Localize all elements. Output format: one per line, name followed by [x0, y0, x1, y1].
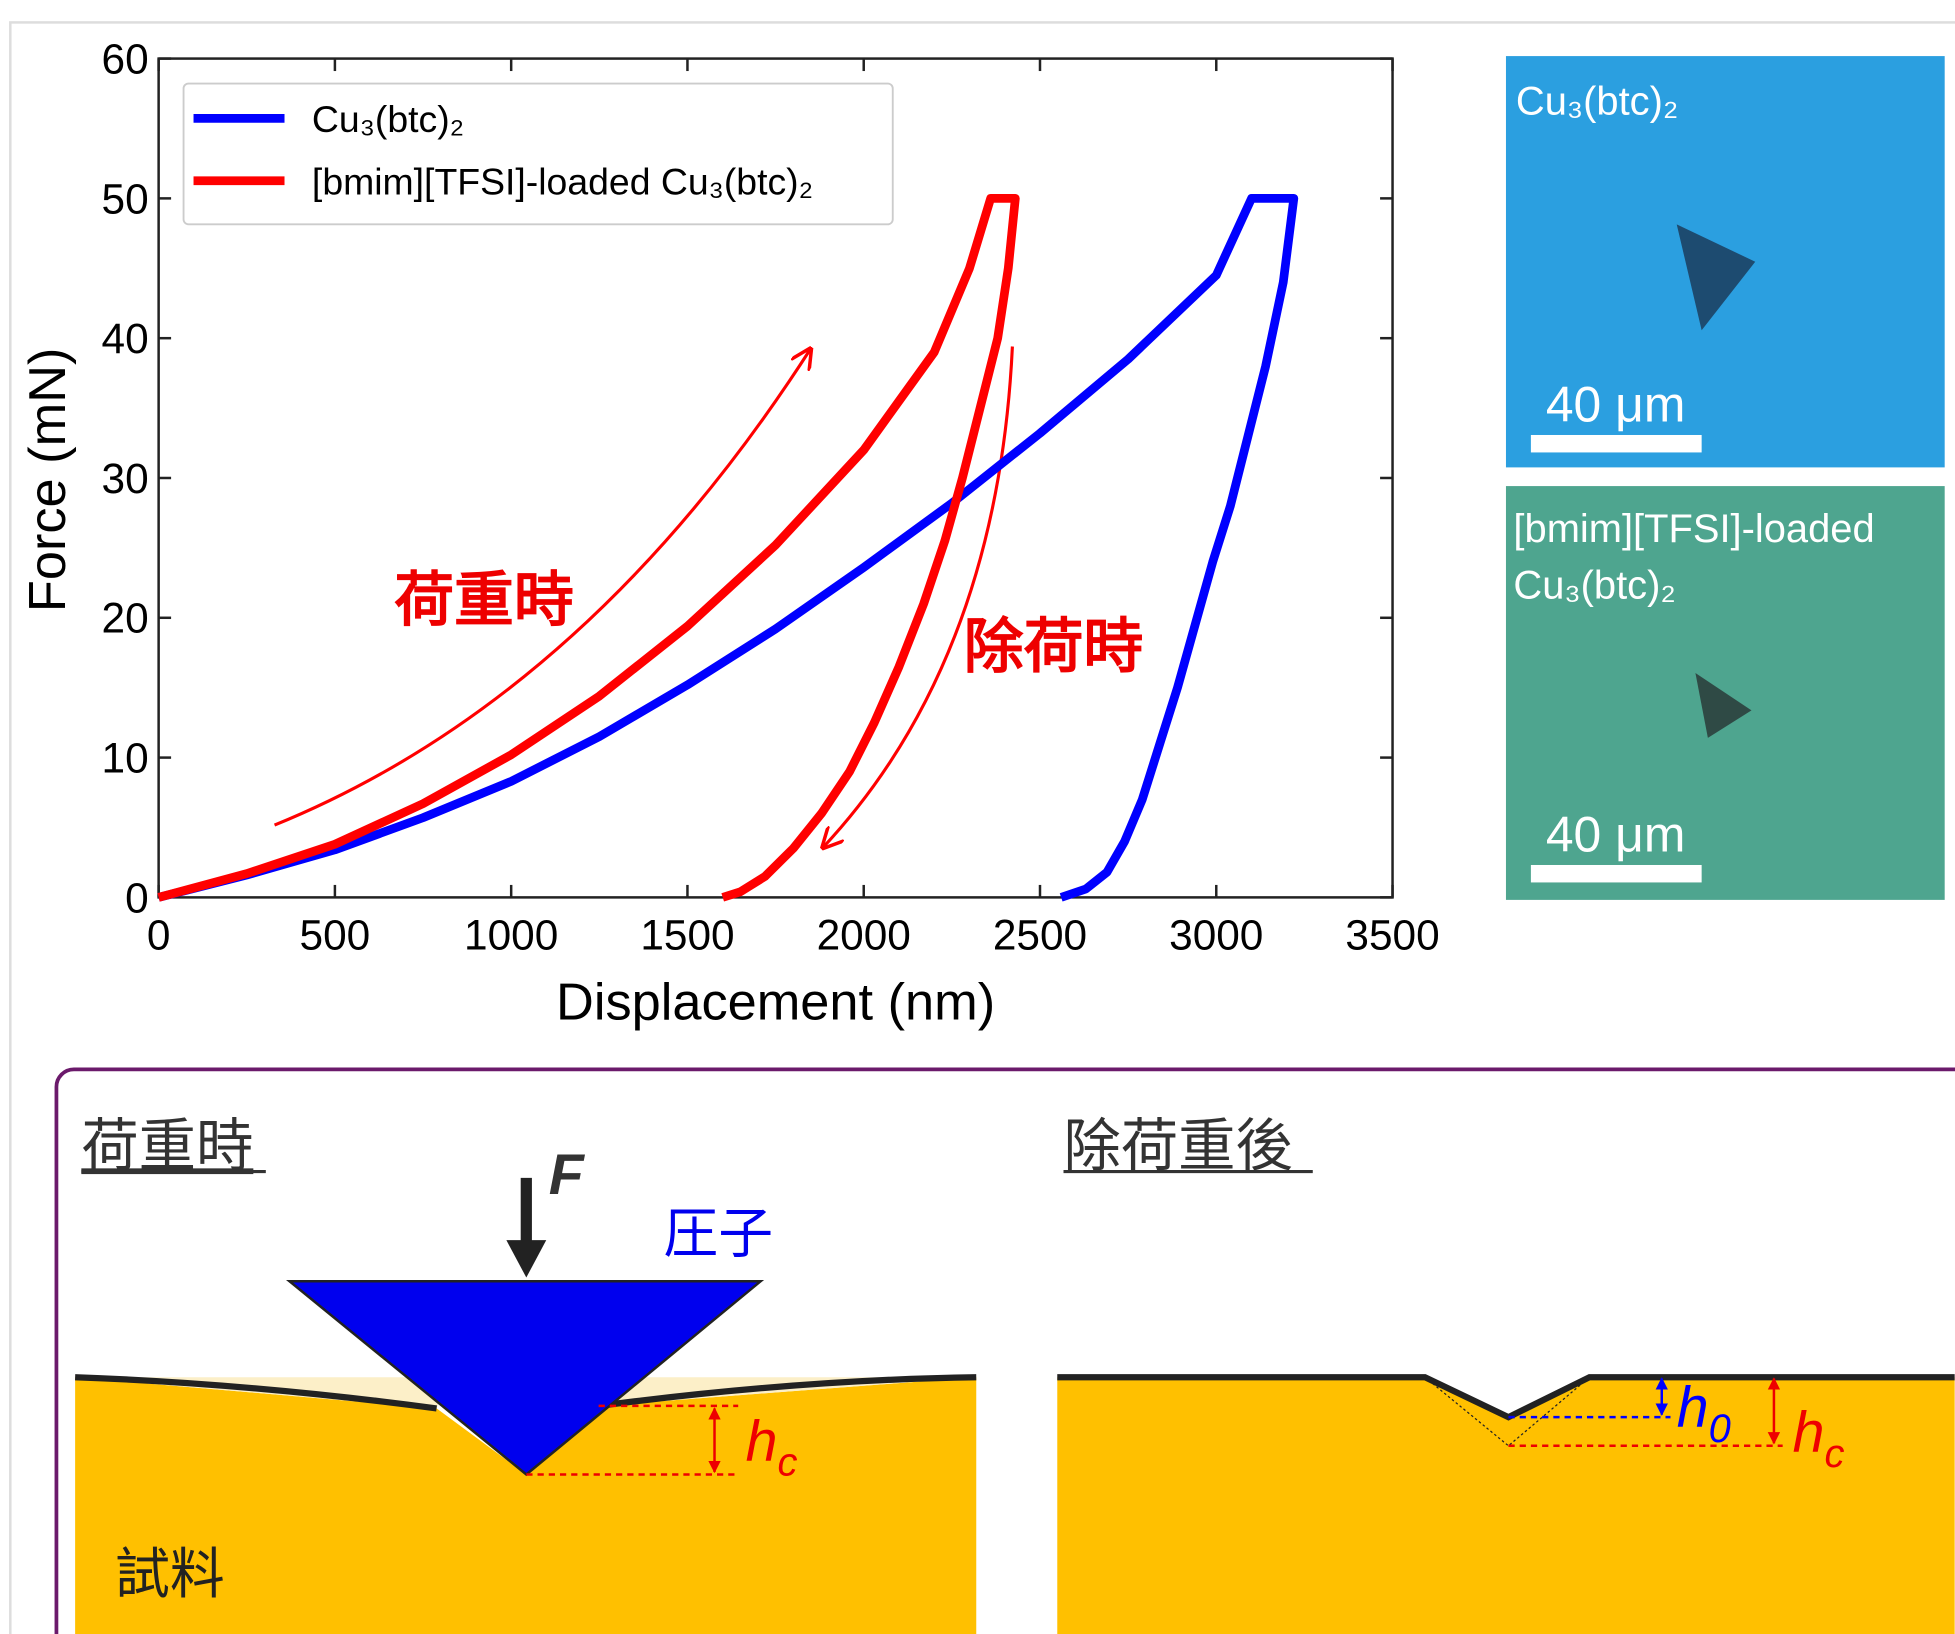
y-tick-label: 20	[102, 595, 149, 642]
scale-bar	[1531, 865, 1702, 882]
x-tick-label: 500	[300, 912, 371, 959]
h0-symbol: h	[1677, 1376, 1709, 1440]
y-tick-label: 40	[102, 315, 149, 362]
sample-label: 試料	[115, 1543, 225, 1605]
y-tick-label: 0	[125, 874, 149, 921]
legend-label: [bmim][TFSI]-loaded Cu₃(btc)₂	[312, 160, 813, 202]
x-tick-label: 1000	[464, 912, 558, 959]
legend-box	[184, 84, 893, 225]
diagram-title: 荷重時	[81, 1114, 253, 1178]
x-tick-label: 0	[147, 912, 171, 959]
micrograph-label: Cu₃(btc)₂	[1516, 80, 1678, 124]
x-tick-label: 3000	[1169, 912, 1263, 959]
x-tick-label: 2500	[993, 912, 1087, 959]
page: {"chart_data": {"type": "line", "x_label…	[0, 0, 1955, 1634]
hc-subscript: c	[778, 1441, 798, 1485]
force-label: F	[549, 1143, 586, 1207]
y-axis-label: Force (mN)	[19, 348, 77, 613]
scale-bar	[1531, 435, 1702, 452]
micrograph-label: Cu₃(btc)₂	[1513, 563, 1675, 607]
h0-subscript: 0	[1709, 1407, 1731, 1451]
x-tick-label: 3500	[1345, 912, 1439, 959]
scale-bar-label: 40 μm	[1546, 376, 1686, 432]
hc-symbol: h	[1793, 1401, 1825, 1465]
hc-subscript: c	[1825, 1432, 1845, 1476]
x-axis-label: Displacement (nm)	[556, 974, 995, 1032]
y-tick-label: 60	[102, 36, 149, 83]
y-tick-label: 30	[102, 455, 149, 502]
micrograph-label: [bmim][TFSI]-loaded	[1513, 507, 1874, 551]
x-tick-label: 2000	[817, 912, 911, 959]
scale-bar-label: 40 μm	[1546, 806, 1686, 862]
annotation: 除荷時	[964, 613, 1143, 680]
y-tick-label: 50	[102, 175, 149, 222]
hc-symbol: h	[746, 1410, 778, 1474]
figure: Displacement (nm) Force (mN) 荷重時 除荷時 Cu₃…	[0, 0, 1955, 1634]
indenter-label: 圧子	[663, 1203, 773, 1265]
legend-label: Cu₃(btc)₂	[312, 98, 464, 140]
annotation: 荷重時	[394, 567, 573, 634]
y-tick-label: 10	[102, 735, 149, 782]
series-line	[159, 198, 1294, 897]
diagram-title: 除荷重後	[1064, 1114, 1293, 1178]
x-tick-label: 1500	[640, 912, 734, 959]
